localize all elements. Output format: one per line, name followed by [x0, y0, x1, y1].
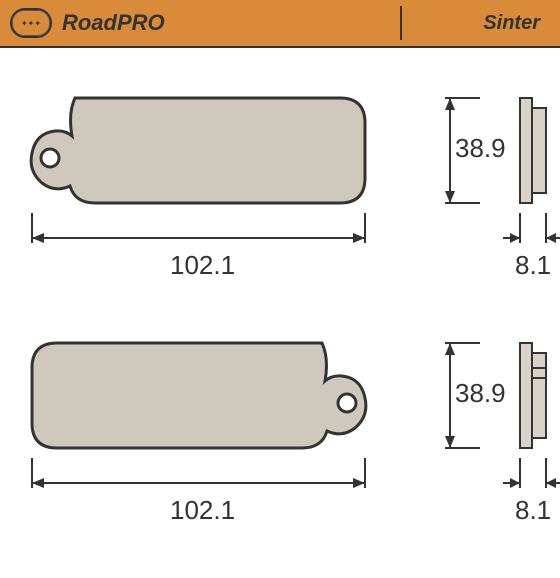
arrow-icon [546, 233, 556, 243]
pad-row-2: 102.1 38.9 8.1 [20, 323, 540, 528]
dim-width-label-2: 102.1 [170, 495, 235, 526]
backplate-2 [520, 343, 532, 448]
arrow-icon [32, 478, 44, 488]
arrow-icon [353, 233, 365, 243]
arrow-icon [510, 478, 520, 488]
product-type: Sinter [483, 12, 540, 35]
header-left: ✦✦✦ RoadPRO [0, 0, 400, 46]
dim-width-label-1: 102.1 [170, 250, 235, 281]
pad-face-1: 102.1 [20, 78, 400, 278]
arrow-icon [445, 98, 455, 110]
header-right: Sinter [402, 0, 560, 46]
arrow-icon [445, 436, 455, 448]
arrow-icon [445, 191, 455, 203]
pad-row-1: 102.1 38.9 8.1 [20, 78, 540, 283]
dim-thick-label-1: 8.1 [515, 250, 551, 281]
arrow-icon [32, 233, 44, 243]
brand-prefix: Road [62, 10, 117, 35]
dim-height-label-1: 38.9 [455, 133, 506, 164]
pad-outline-2 [32, 343, 366, 448]
header-bar: ✦✦✦ RoadPRO Sinter [0, 0, 560, 48]
arrow-icon [510, 233, 520, 243]
brand-logo-icon: ✦✦✦ [10, 8, 52, 38]
mount-hole-1 [41, 149, 59, 167]
pad-face-svg-1 [20, 78, 400, 278]
brand-name: RoadPRO [62, 10, 165, 36]
pad-outline-1 [31, 98, 365, 203]
pad-side-2: 38.9 8.1 [400, 323, 560, 528]
brand-suffix: PRO [117, 10, 165, 35]
diagram-content: 102.1 38.9 8.1 [0, 48, 560, 578]
mount-hole-2 [338, 394, 356, 412]
friction-1 [532, 108, 546, 193]
arrow-icon [546, 478, 556, 488]
pad-face-svg-2 [20, 323, 400, 523]
backplate-1 [520, 98, 532, 203]
arrow-icon [445, 343, 455, 355]
pad-face-2: 102.1 [20, 323, 400, 523]
pad-side-svg-2 [425, 323, 560, 523]
dim-height-label-2: 38.9 [455, 378, 506, 409]
friction-2 [532, 353, 546, 438]
pad-side-svg-1 [425, 78, 560, 278]
pad-side-1: 38.9 8.1 [400, 78, 560, 283]
dim-thick-label-2: 8.1 [515, 495, 551, 526]
arrow-icon [353, 478, 365, 488]
